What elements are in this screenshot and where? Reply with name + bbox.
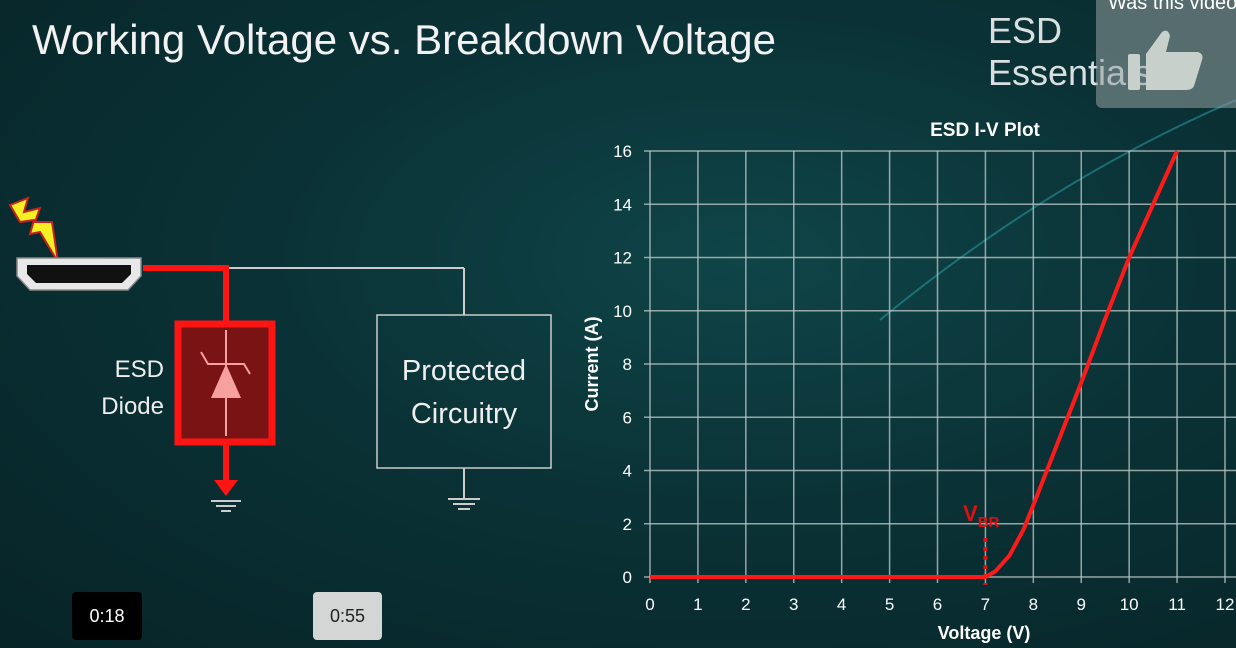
current-time-badge: 0:18 (72, 592, 142, 640)
y-tick-label: 2 (623, 515, 632, 534)
x-tick-label: 6 (933, 595, 942, 614)
y-tick-label: 10 (613, 302, 632, 321)
x-tick-label: 10 (1120, 595, 1139, 614)
y-tick-label: 12 (613, 249, 632, 268)
x-tick-label: 1 (693, 595, 702, 614)
protected-label: Protected (402, 355, 526, 387)
x-tick-label: 5 (885, 595, 894, 614)
y-tick-label: 14 (613, 195, 632, 214)
tvs-diode-icon (174, 320, 276, 446)
y-tick-label: 6 (623, 408, 632, 427)
circuit-diagram: ESD Diode Protected Circuitry (8, 196, 552, 512)
vbr-subscript: BR (978, 514, 1000, 531)
x-tick-label: 9 (1077, 595, 1086, 614)
diode-label: Diode (101, 393, 164, 420)
x-tick-label: 7 (981, 595, 990, 614)
vbr-label: V (963, 501, 978, 526)
x-tick-label: 8 (1029, 595, 1038, 614)
diode-label: ESD (115, 356, 164, 383)
ground-icon (211, 500, 241, 512)
hover-time-tooltip: 0:55 (313, 592, 382, 640)
svg-text:VBR: VBR (963, 501, 1000, 531)
feedback-prompt: Was this video (1096, 0, 1236, 108)
iv-curve (650, 150, 1179, 579)
slide-title: Working Voltage vs. Breakdown Voltage (32, 16, 777, 63)
y-tick-label: 8 (623, 355, 632, 374)
y-tick-label: 16 (613, 142, 632, 161)
y-axis-label: Current (A) (582, 317, 602, 412)
ground-icon (448, 498, 480, 510)
vbr-annotation: VBR (963, 501, 1000, 531)
x-tick-label: 12 (1216, 595, 1235, 614)
x-tick-label: 4 (837, 595, 846, 614)
protected-circuitry-box (376, 314, 552, 469)
hdmi-connector-icon (16, 257, 142, 291)
thumbs-up-icon[interactable] (1126, 28, 1206, 92)
y-tick-label: 0 (623, 568, 632, 587)
x-tick-label: 0 (645, 595, 654, 614)
x-tick-label: 3 (789, 595, 798, 614)
feedback-question: Was this video (1108, 0, 1236, 14)
x-axis-label: Voltage (V) (938, 623, 1031, 643)
x-tick-label: 11 (1168, 595, 1186, 614)
chart-title: ESD I-V Plot (930, 120, 1040, 141)
lightning-icon (8, 196, 59, 263)
y-tick-label: 4 (623, 462, 632, 481)
protected-label: Circuitry (411, 398, 518, 430)
x-tick-label: 2 (741, 595, 750, 614)
